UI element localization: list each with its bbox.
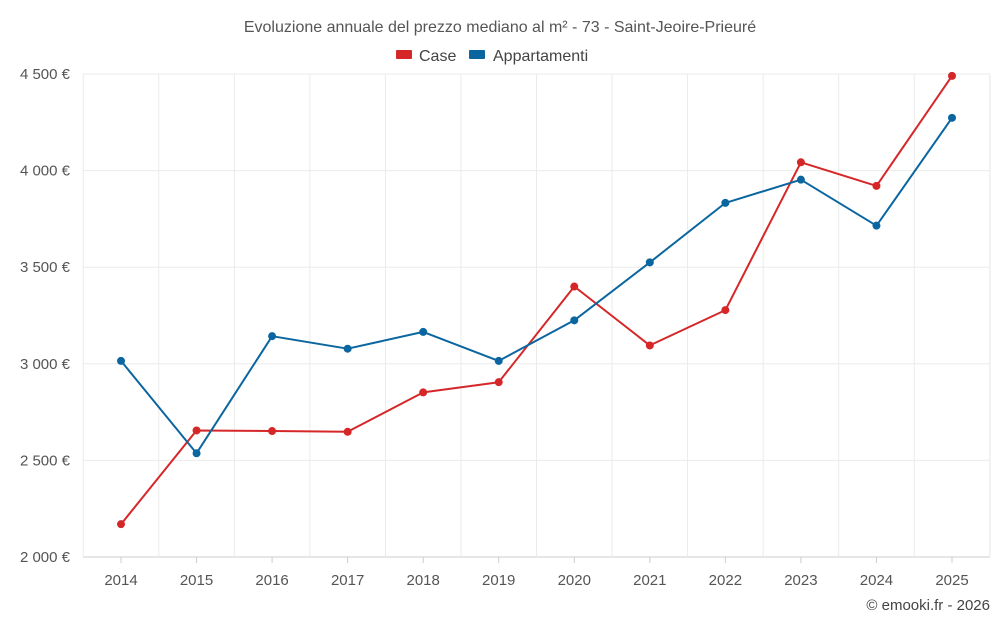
data-point-appartamenti[interactable]	[494, 356, 503, 365]
data-point-case[interactable]	[570, 282, 579, 291]
series-line-appartamenti	[120, 116, 953, 455]
data-point-appartamenti[interactable]	[948, 113, 956, 122]
legend-item-appartamenti[interactable]: Appartamenti	[469, 48, 588, 65]
legend-label-case: Case	[419, 48, 456, 65]
x-tick-label: 2021	[633, 572, 666, 589]
x-tick-label: 2018	[406, 572, 439, 589]
x-tick-label: 2020	[558, 572, 591, 589]
data-point-appartamenti[interactable]	[192, 449, 201, 458]
credit-text: © emooki.fr - 2026	[866, 597, 990, 614]
data-point-appartamenti[interactable]	[570, 316, 579, 325]
x-tick-label: 2015	[180, 572, 213, 589]
data-point-appartamenti[interactable]	[645, 258, 654, 267]
y-tick-label: 3 500 €	[20, 259, 71, 276]
x-tick-label: 2019	[482, 572, 515, 589]
y-tick-label: 2 500 €	[20, 452, 71, 469]
data-point-appartamenti[interactable]	[117, 356, 125, 365]
y-tick-label: 3 000 €	[20, 356, 71, 373]
x-tick-label: 2014	[104, 572, 137, 589]
y-tick-label: 2 000 €	[20, 549, 71, 566]
data-point-appartamenti[interactable]	[268, 332, 277, 341]
data-point-case[interactable]	[117, 520, 125, 529]
data-point-appartamenti[interactable]	[721, 198, 730, 207]
data-point-case[interactable]	[494, 378, 503, 387]
data-point-case[interactable]	[192, 426, 201, 435]
data-point-case[interactable]	[948, 71, 956, 80]
series-line-case	[120, 74, 953, 526]
series	[117, 71, 956, 529]
legend-swatch-case	[396, 50, 412, 59]
data-point-case[interactable]	[343, 427, 352, 436]
legend-label-appartamenti: Appartamenti	[493, 48, 588, 65]
data-point-case[interactable]	[268, 427, 277, 436]
x-tick-label: 2017	[331, 572, 364, 589]
data-point-appartamenti[interactable]	[872, 221, 881, 230]
data-point-case[interactable]	[721, 306, 730, 315]
legend: Case Appartamenti	[396, 48, 588, 65]
legend-item-case[interactable]: Case	[396, 48, 456, 65]
x-tick-label: 2024	[860, 572, 893, 589]
legend-swatch-appartamenti	[469, 50, 485, 59]
data-point-case[interactable]	[872, 181, 881, 190]
data-point-case[interactable]	[645, 341, 654, 350]
data-point-appartamenti[interactable]	[419, 327, 428, 336]
y-tick-label: 4 500 €	[20, 66, 71, 83]
chart-title: Evoluzione annuale del prezzo mediano al…	[244, 19, 756, 36]
axes: 2 000 € 2 500 € 3 000 € 3 500 € 4 000 € 4 500…	[20, 66, 969, 589]
x-tick-label: 2022	[709, 572, 742, 589]
data-point-case[interactable]	[796, 158, 805, 167]
x-tick-label: 2023	[784, 572, 817, 589]
x-tick-label: 2025	[935, 572, 968, 589]
y-tick-label: 4 000 €	[20, 163, 71, 180]
data-point-case[interactable]	[419, 388, 428, 397]
x-tick-label: 2016	[255, 572, 288, 589]
data-point-appartamenti[interactable]	[343, 344, 352, 353]
data-point-appartamenti[interactable]	[796, 175, 805, 184]
grid	[82, 73, 991, 558]
